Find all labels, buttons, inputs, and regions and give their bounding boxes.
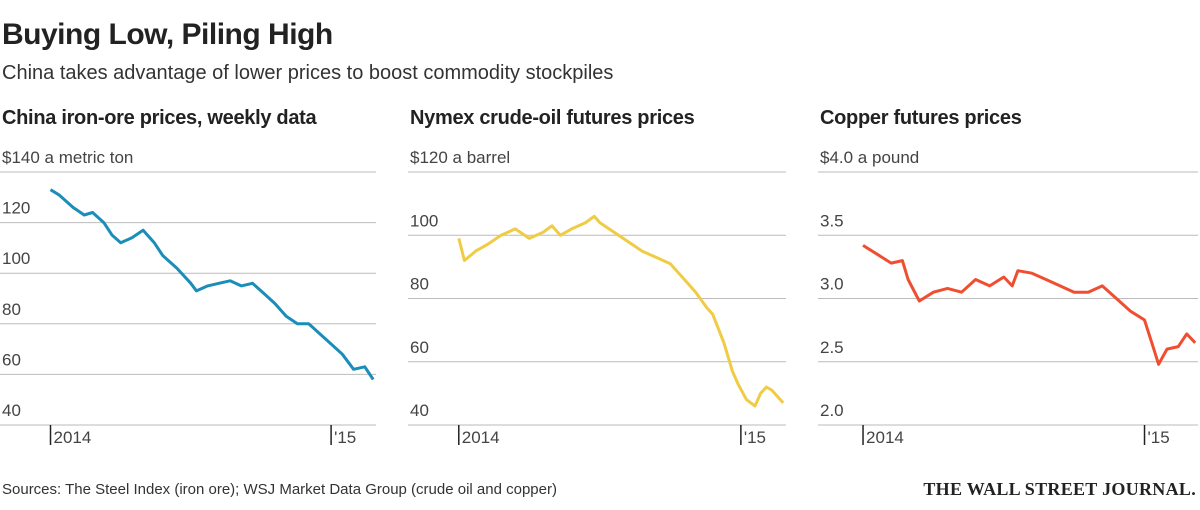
y-tick-label: 60 xyxy=(410,338,429,357)
x-tick-label: 2014 xyxy=(462,428,500,447)
y-tick-label: $120 a barrel xyxy=(410,148,510,167)
y-tick-label: 3.0 xyxy=(820,275,844,294)
y-tick-label: 40 xyxy=(2,401,21,420)
panel-title: Nymex crude-oil futures prices xyxy=(410,107,695,129)
y-tick-label: 60 xyxy=(2,350,21,369)
price-line xyxy=(457,214,785,408)
price-line xyxy=(862,244,1197,366)
y-tick-label: 40 xyxy=(410,401,429,420)
panel-title: China iron-ore prices, weekly data xyxy=(2,107,318,129)
y-tick-label: $140 a metric ton xyxy=(2,148,133,167)
y-tick-label: $4.0 a pound xyxy=(820,148,919,167)
y-tick-label: 2.5 xyxy=(820,338,844,357)
y-tick-label: 100 xyxy=(2,249,30,268)
x-tick-label: '15 xyxy=(334,428,356,447)
y-tick-label: 80 xyxy=(2,300,21,319)
x-tick-label: 2014 xyxy=(54,428,92,447)
price-line xyxy=(49,188,375,381)
panel-title: Copper futures prices xyxy=(820,107,1022,129)
page-title: Buying Low, Piling High xyxy=(2,18,333,51)
publisher: THE WALL STREET JOURNAL. xyxy=(923,479,1196,499)
y-tick-label: 80 xyxy=(410,275,429,294)
source: Sources: The Steel Index (iron ore); WSJ… xyxy=(2,481,557,498)
page-subtitle: China takes advantage of lower prices to… xyxy=(2,62,613,84)
x-tick-label: '15 xyxy=(744,428,766,447)
y-tick-label: 3.5 xyxy=(820,211,844,230)
y-tick-label: 2.0 xyxy=(820,401,844,420)
x-tick-label: '15 xyxy=(1148,428,1170,447)
y-tick-label: 100 xyxy=(410,211,438,230)
y-tick-label: 120 xyxy=(2,199,30,218)
x-tick-label: 2014 xyxy=(866,428,904,447)
